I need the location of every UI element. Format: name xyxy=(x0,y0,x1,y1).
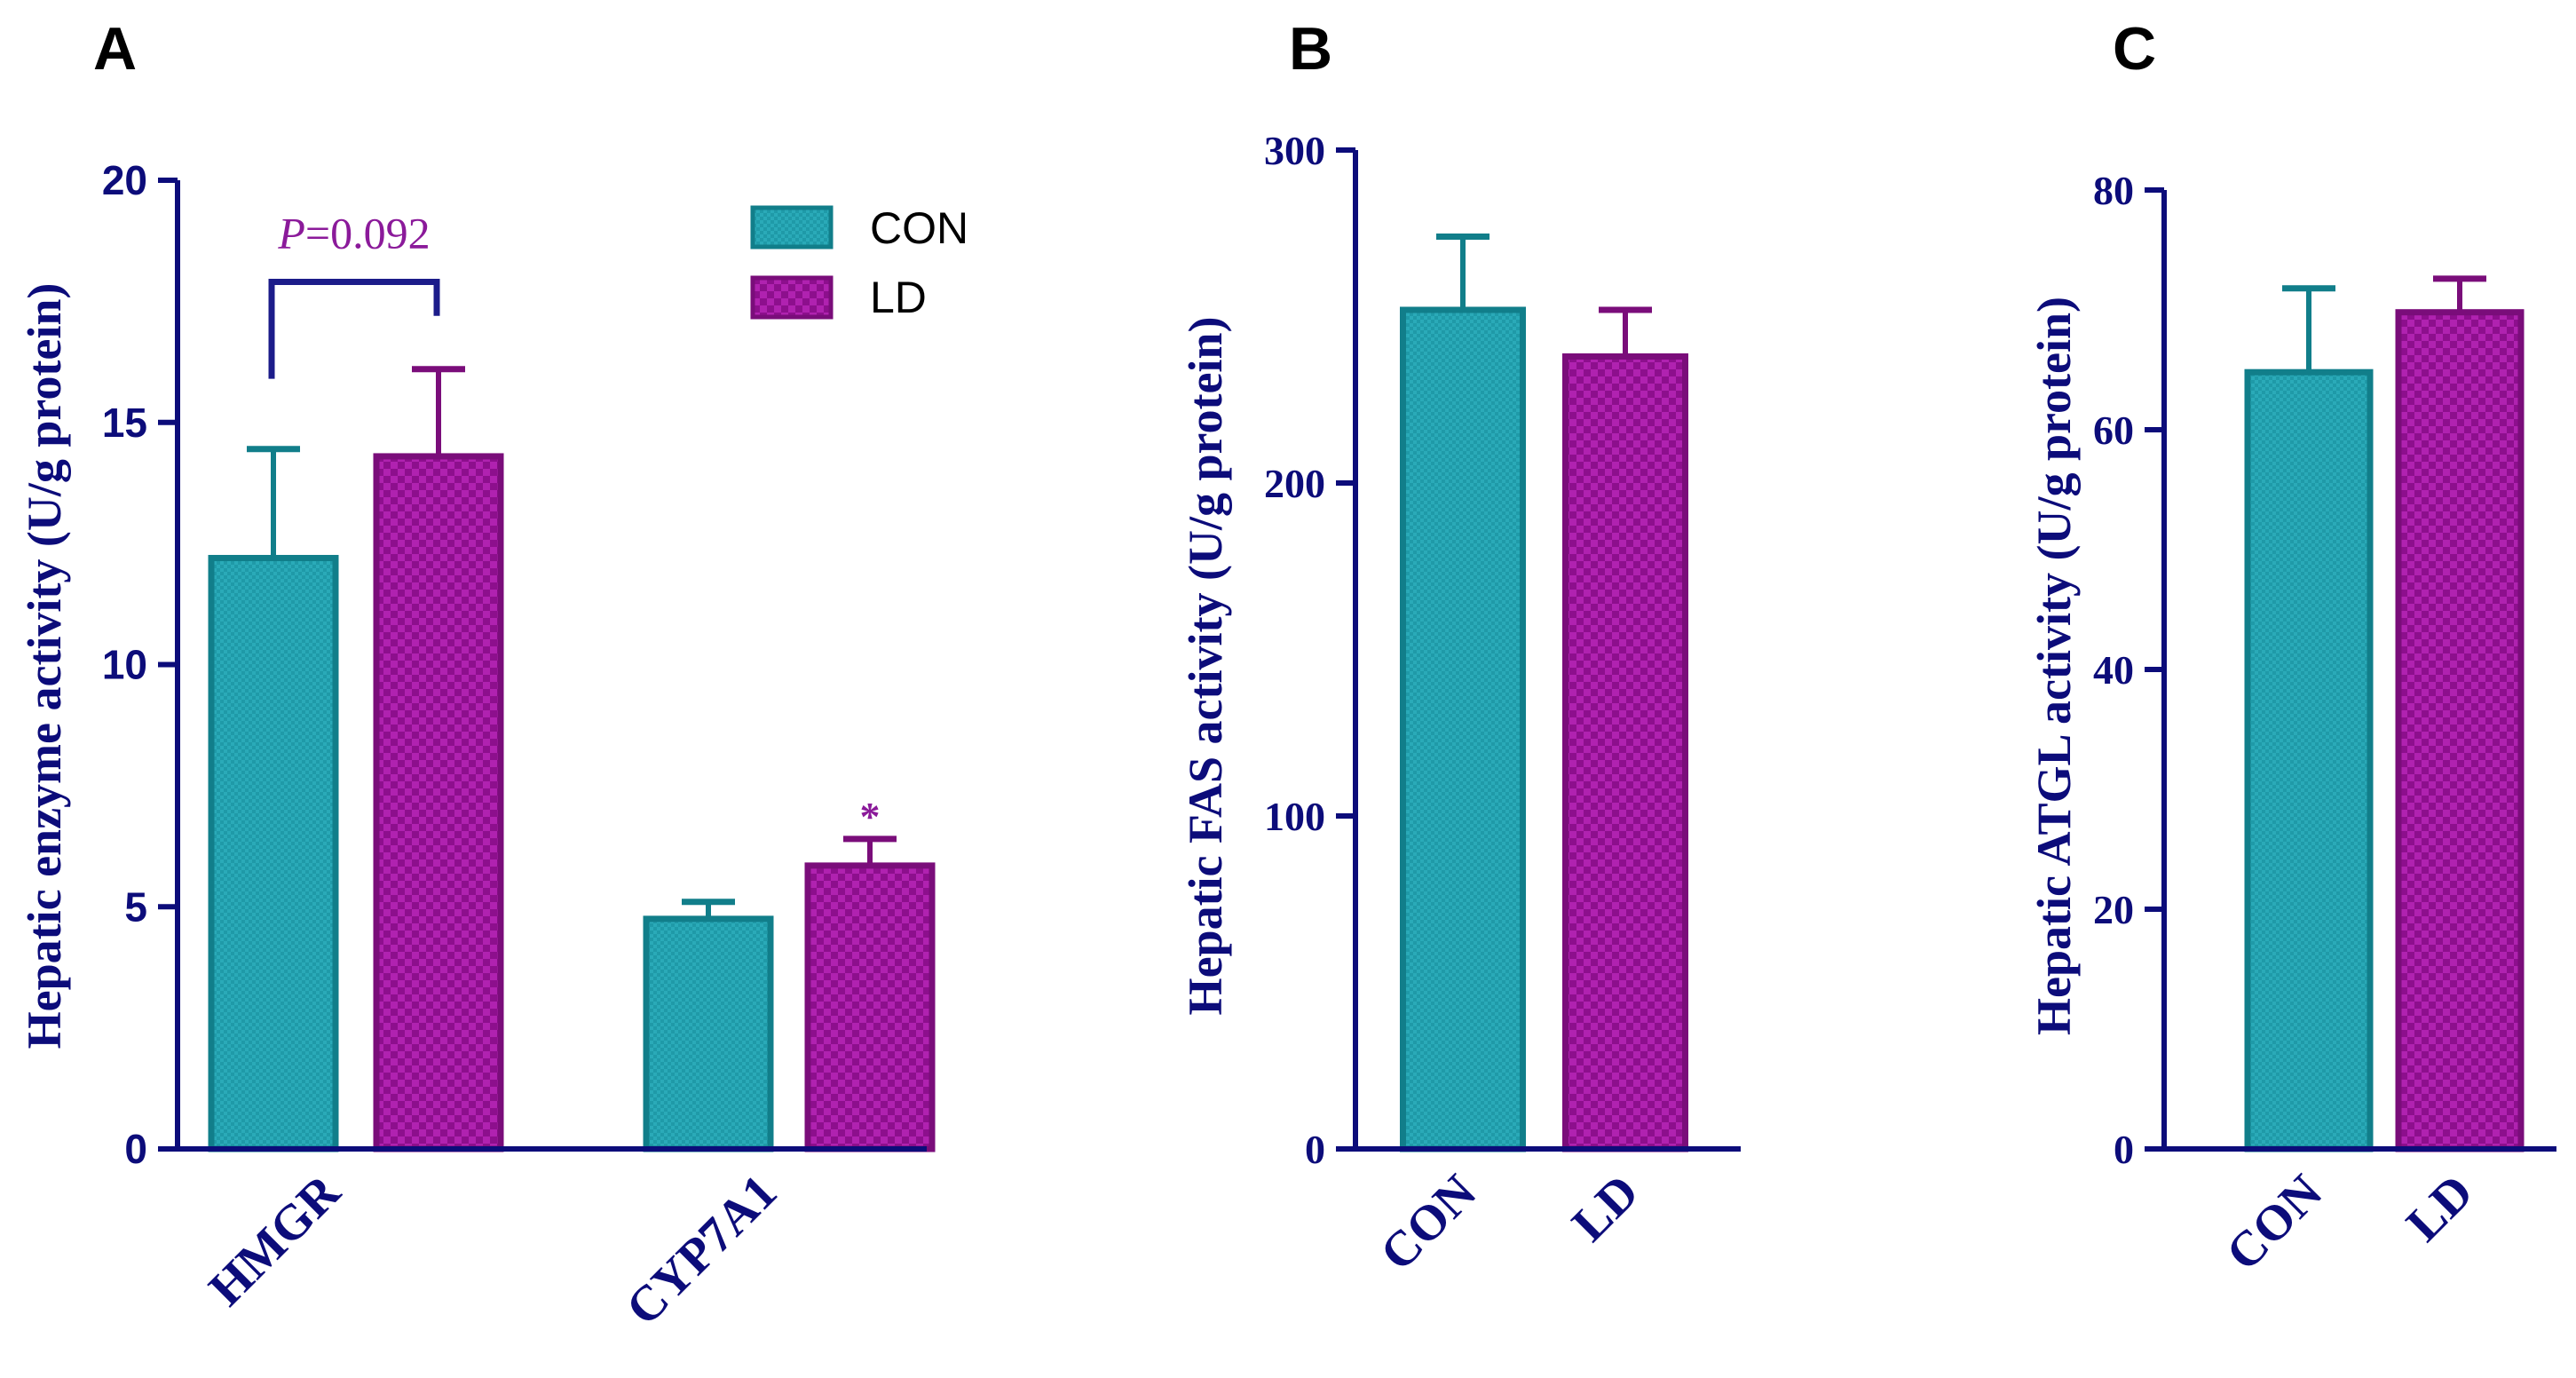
panel-letter-c: C xyxy=(2113,15,2156,83)
bar-cyp7a1-con xyxy=(643,915,774,1152)
y-tick-label: 40 xyxy=(2093,647,2134,693)
y-axis-title-a: Hepatic enzyme activity (U/g protein) xyxy=(18,283,71,1049)
y-tick-label: 60 xyxy=(2093,408,2134,453)
y-axis-title-c: Hepatic ATGL activity (U/g protein) xyxy=(2027,297,2081,1035)
panel-letter-a: A xyxy=(93,15,137,83)
panel-a: A Hepatic enzyme activity (U/g protein) … xyxy=(18,15,968,1336)
y-axis-title-b: Hepatic FAS activity (U/g protein) xyxy=(1179,317,1232,1016)
significance-star: * xyxy=(860,794,881,839)
panel-b: B Hepatic FAS activity (U/g protein) 0 10… xyxy=(1179,15,1741,1281)
y-tick-label: 5 xyxy=(124,883,147,930)
bar-con xyxy=(1400,306,1526,1152)
bar-hmgr-ld xyxy=(373,453,504,1152)
x-category-label: HMGR xyxy=(199,1164,352,1317)
y-tick-label: 10 xyxy=(102,642,147,688)
y-tick-label: 0 xyxy=(2114,1127,2134,1172)
bar-hmgr-con xyxy=(208,554,339,1152)
bar-ld xyxy=(2395,309,2525,1152)
y-tick-label: 0 xyxy=(1305,1127,1325,1172)
legend-swatch-con xyxy=(750,205,834,249)
bar-con xyxy=(2244,368,2374,1152)
y-tick-label: 200 xyxy=(1264,461,1325,506)
panel-c: C Hepatic ATGL activity (U/g protein) 0 2… xyxy=(2027,15,2556,1281)
legend-label-ld: LD xyxy=(870,273,927,322)
legend: CON LD xyxy=(750,203,968,322)
y-tick-label: 20 xyxy=(2093,887,2134,932)
y-tick-label: 300 xyxy=(1264,128,1325,173)
bar-ld xyxy=(1562,353,1688,1152)
legend-swatch-ld xyxy=(750,275,834,320)
p-value-label: P=0.092 xyxy=(277,209,430,258)
y-tick-label: 100 xyxy=(1264,794,1325,839)
legend-label-con: CON xyxy=(870,203,968,253)
x-category-label: LD xyxy=(2396,1164,2484,1252)
significance-bracket xyxy=(268,279,440,379)
y-tick-label: 15 xyxy=(102,400,147,446)
x-category-label: CON xyxy=(1370,1164,1487,1281)
y-tick-label: 0 xyxy=(124,1126,147,1172)
y-tick-label: 20 xyxy=(102,157,147,203)
x-category-label: CYP7A1 xyxy=(616,1164,787,1335)
y-tick-label: 80 xyxy=(2093,168,2134,213)
bar-cyp7a1-ld xyxy=(804,862,936,1152)
panel-letter-b: B xyxy=(1289,15,1332,83)
x-category-label: LD xyxy=(1561,1164,1649,1252)
x-category-label: CON xyxy=(2216,1164,2333,1281)
